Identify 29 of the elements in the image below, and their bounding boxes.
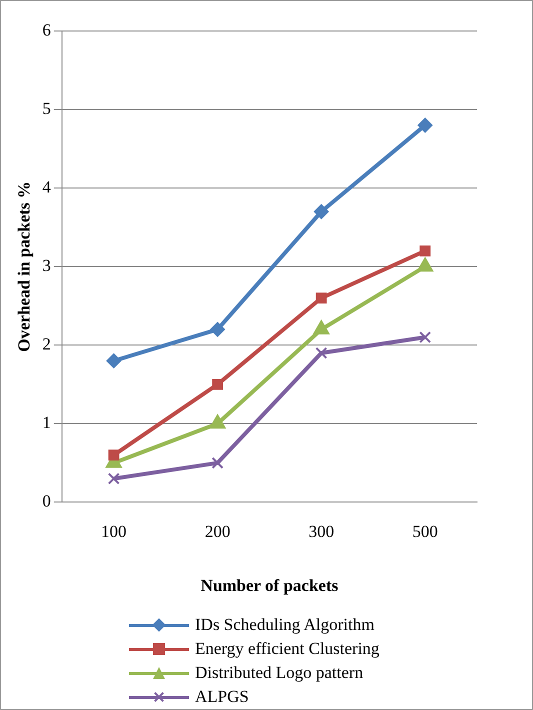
x-axis-title: Number of packets [200,576,339,596]
y-tick-label: 0 [42,492,51,511]
x-tick-label: 300 [308,522,334,541]
point [108,472,120,485]
point [418,118,433,133]
y-tick-label: 2 [42,334,51,354]
legend-label: Energy efficient Clustering [195,639,380,659]
legend-label: ALPGS [195,687,249,707]
point [316,292,327,304]
y-tick-label: 5 [42,99,51,118]
x-tick-label: 200 [204,522,230,541]
legend-label: Distributed Logo pattern [195,663,364,683]
point [314,204,329,220]
point [106,353,122,368]
point [212,378,224,390]
x-tick-label: 500 [412,522,438,541]
y-tick-label: 1 [42,413,51,432]
y-tick-label: 3 [42,256,51,276]
point [315,347,328,359]
point [108,450,120,461]
x-tick-label: 100 [101,522,127,541]
point [420,245,431,256]
y-tick-label: 4 [42,178,52,197]
point [210,322,226,337]
point [212,456,224,469]
legend-label: IDs Scheduling Algorithm [195,615,374,635]
point [419,331,432,344]
y-axis-title: Overhead in packets % [14,181,34,352]
y-tick-label: 6 [42,20,51,40]
